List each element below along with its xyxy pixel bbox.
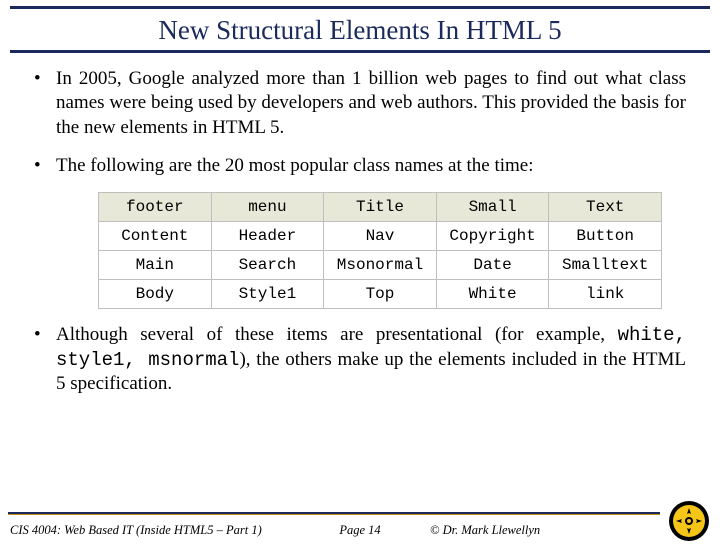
table-cell: footer [99,193,212,222]
slide: New Structural Elements In HTML 5 • In 2… [0,6,720,546]
bullet-marker: • [34,67,56,140]
table-cell: Main [99,251,212,280]
footer-author: © Dr. Mark Llewellyn [430,523,540,538]
footer-page: Page 14 [339,523,380,538]
table-cell: White [436,280,549,309]
bullet-text-pre: Although several of these items are pres… [56,324,618,345]
slide-footer: CIS 4004: Web Based IT (Inside HTML5 – P… [0,512,720,546]
bullet-item: • Although several of these items are pr… [34,323,686,396]
table-cell: menu [211,193,324,222]
table-cell: Content [99,222,212,251]
slide-title: New Structural Elements In HTML 5 [0,9,720,50]
bullet-text: In 2005, Google analyzed more than 1 bil… [56,67,686,140]
bullet-text: Although several of these items are pres… [56,323,686,396]
table-cell: Button [549,222,662,251]
table-cell: Text [549,193,662,222]
class-names-table: footer menu Title Small Text Content Hea… [98,192,662,309]
table-row: Content Header Nav Copyright Button [99,222,662,251]
table-cell: Title [324,193,437,222]
table-cell: Header [211,222,324,251]
table-cell: Top [324,280,437,309]
slide-body: • In 2005, Google analyzed more than 1 b… [0,53,720,396]
table-cell: Small [436,193,549,222]
class-names-table-wrap: footer menu Title Small Text Content Hea… [34,192,686,323]
table-row: footer menu Title Small Text [99,193,662,222]
table-row: Main Search Msonormal Date Smalltext [99,251,662,280]
table-cell: Style1 [211,280,324,309]
table-cell: Body [99,280,212,309]
footer-course: CIS 4004: Web Based IT (Inside HTML5 – P… [10,523,262,538]
bullet-item: • The following are the 20 most popular … [34,154,686,178]
bullet-item: • In 2005, Google analyzed more than 1 b… [34,67,686,140]
table-row: Body Style1 Top White link [99,280,662,309]
ucf-logo-icon [668,500,710,542]
table-cell: Smalltext [549,251,662,280]
table-cell: Copyright [436,222,549,251]
table-cell: Date [436,251,549,280]
footer-rule [8,512,660,515]
table-cell: link [549,280,662,309]
bullet-text: The following are the 20 most popular cl… [56,154,686,178]
table-cell: Search [211,251,324,280]
table-cell: Msonormal [324,251,437,280]
bullet-marker: • [34,154,56,178]
bullet-marker: • [34,323,56,396]
table-cell: Nav [324,222,437,251]
